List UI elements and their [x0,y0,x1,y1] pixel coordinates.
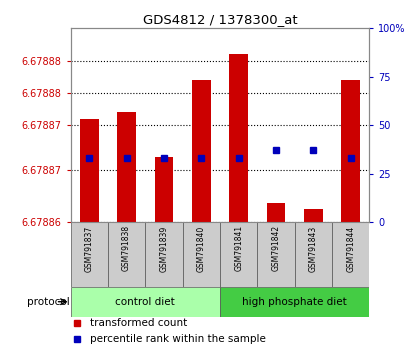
Bar [117,112,136,222]
Bar [267,203,286,222]
Bar [71,222,108,287]
Text: high phosphate diet: high phosphate diet [242,297,347,307]
Bar [183,222,220,287]
Title: GDS4812 / 1378300_at: GDS4812 / 1378300_at [143,13,297,26]
Bar [304,209,323,222]
Bar [332,222,369,287]
Bar [220,287,369,317]
Bar [229,54,248,222]
Bar [295,222,332,287]
Bar [80,119,99,222]
Text: GSM791841: GSM791841 [234,225,243,272]
Bar [220,222,257,287]
Bar [257,222,295,287]
Text: GSM791843: GSM791843 [309,225,318,272]
Bar [71,287,220,317]
Text: percentile rank within the sample: percentile rank within the sample [90,335,266,344]
Bar [342,80,360,222]
Bar [145,222,183,287]
Bar [108,222,145,287]
Text: GSM791838: GSM791838 [122,225,131,272]
Text: transformed count: transformed count [90,318,187,329]
Bar [192,80,211,222]
Text: control diet: control diet [115,297,175,307]
Bar [155,158,173,222]
Text: GSM791842: GSM791842 [271,225,281,272]
Text: GSM791839: GSM791839 [159,225,168,272]
Text: GSM791837: GSM791837 [85,225,94,272]
Text: GSM791844: GSM791844 [346,225,355,272]
Text: protocol: protocol [27,297,70,307]
Text: GSM791840: GSM791840 [197,225,206,272]
